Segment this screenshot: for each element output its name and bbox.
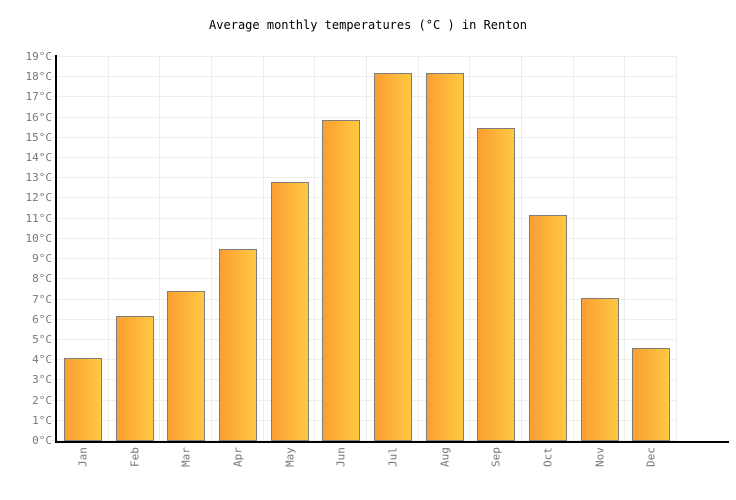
- y-axis-tick-label-4: 4°C: [32, 353, 52, 366]
- bar-mar: [167, 291, 205, 441]
- x-axis-tick-label-may: May: [283, 447, 297, 467]
- y-axis-tick-label-8: 8°C: [32, 272, 52, 285]
- gridline-h-4: [50, 359, 677, 360]
- gridline-h-15: [50, 137, 677, 138]
- gridline-h-16: [50, 117, 677, 118]
- gridline-v-8: [469, 57, 470, 441]
- y-axis-tick-label-5: 5°C: [32, 333, 52, 346]
- gridline-h-7: [50, 299, 677, 300]
- gridline-v-4: [263, 57, 264, 441]
- y-axis-tick-label-12: 12°C: [25, 191, 53, 204]
- x-axis-tick-label-jan: Jan: [76, 447, 90, 467]
- y-axis-line: [55, 55, 57, 443]
- bar-may: [271, 182, 309, 441]
- y-axis-tick-label-19: 19°C: [25, 50, 53, 63]
- gridline-v-3: [211, 57, 212, 441]
- x-axis-tick-label-mar: Mar: [179, 447, 193, 467]
- gridline-h-18: [50, 76, 677, 77]
- gridline-h-2: [50, 400, 677, 401]
- y-axis-tick-label-1: 1°C: [32, 414, 52, 427]
- bar-jun: [322, 120, 360, 441]
- bar-aug: [426, 73, 464, 441]
- gridline-h-9: [50, 258, 677, 259]
- gridline-v-7: [418, 57, 419, 441]
- bar-sep: [477, 128, 515, 441]
- chart-title: Average monthly temperatures (°C ) in Re…: [209, 18, 527, 32]
- gridline-v-1: [108, 57, 109, 441]
- y-axis-tick-label-9: 9°C: [32, 252, 52, 265]
- gridline-h-17: [50, 96, 677, 97]
- gridline-v-9: [521, 57, 522, 441]
- y-axis-tick-label-6: 6°C: [32, 313, 52, 326]
- x-axis-tick-label-oct: Oct: [541, 447, 555, 467]
- gridline-h-0: [50, 440, 677, 441]
- gridline-h-12: [50, 197, 677, 198]
- gridline-h-6: [50, 319, 677, 320]
- y-axis-tick-label-0: 0°C: [32, 434, 52, 447]
- bar-oct: [529, 215, 567, 441]
- y-axis-tick-label-16: 16°C: [25, 111, 53, 124]
- y-axis-tick-label-17: 17°C: [25, 90, 53, 103]
- plot-area: [50, 56, 677, 441]
- x-axis-line: [55, 441, 729, 443]
- y-axis-tick-label-7: 7°C: [32, 293, 52, 306]
- gridline-v-11: [624, 57, 625, 441]
- gridline-v-10: [573, 57, 574, 441]
- gridline-v-12: [676, 57, 677, 441]
- x-axis-tick-label-jul: Jul: [386, 447, 400, 467]
- x-axis-tick-label-sep: Sep: [489, 447, 503, 467]
- gridline-h-19: [50, 56, 677, 57]
- gridline-v-2: [159, 57, 160, 441]
- y-axis-tick-label-2: 2°C: [32, 394, 52, 407]
- gridline-h-10: [50, 238, 677, 239]
- y-axis-tick-label-11: 11°C: [25, 212, 53, 225]
- gridline-v-6: [366, 57, 367, 441]
- gridline-h-1: [50, 420, 677, 421]
- y-axis-tick-label-3: 3°C: [32, 373, 52, 386]
- bar-jan: [64, 358, 102, 441]
- gridline-v-5: [314, 57, 315, 441]
- bar-dec: [632, 348, 670, 441]
- gridline-h-3: [50, 379, 677, 380]
- x-axis-tick-label-aug: Aug: [438, 447, 452, 467]
- gridline-h-8: [50, 278, 677, 279]
- x-axis-tick-label-apr: Apr: [231, 447, 245, 467]
- gridline-h-11: [50, 218, 677, 219]
- bar-apr: [219, 249, 257, 441]
- x-axis-tick-label-dec: Dec: [644, 447, 658, 467]
- gridline-h-14: [50, 157, 677, 158]
- bar-feb: [116, 316, 154, 441]
- y-axis-tick-label-15: 15°C: [25, 131, 53, 144]
- bar-nov: [581, 298, 619, 441]
- bar-jul: [374, 73, 412, 441]
- y-axis-tick-label-10: 10°C: [25, 232, 53, 245]
- y-axis-tick-label-18: 18°C: [25, 70, 53, 83]
- gridline-h-5: [50, 339, 677, 340]
- x-axis-tick-label-nov: Nov: [593, 447, 607, 467]
- y-axis-tick-label-13: 13°C: [25, 171, 53, 184]
- x-axis-tick-label-feb: Feb: [128, 447, 142, 467]
- gridline-h-13: [50, 177, 677, 178]
- y-axis-tick-label-14: 14°C: [25, 151, 53, 164]
- x-axis-tick-label-jun: Jun: [334, 447, 348, 467]
